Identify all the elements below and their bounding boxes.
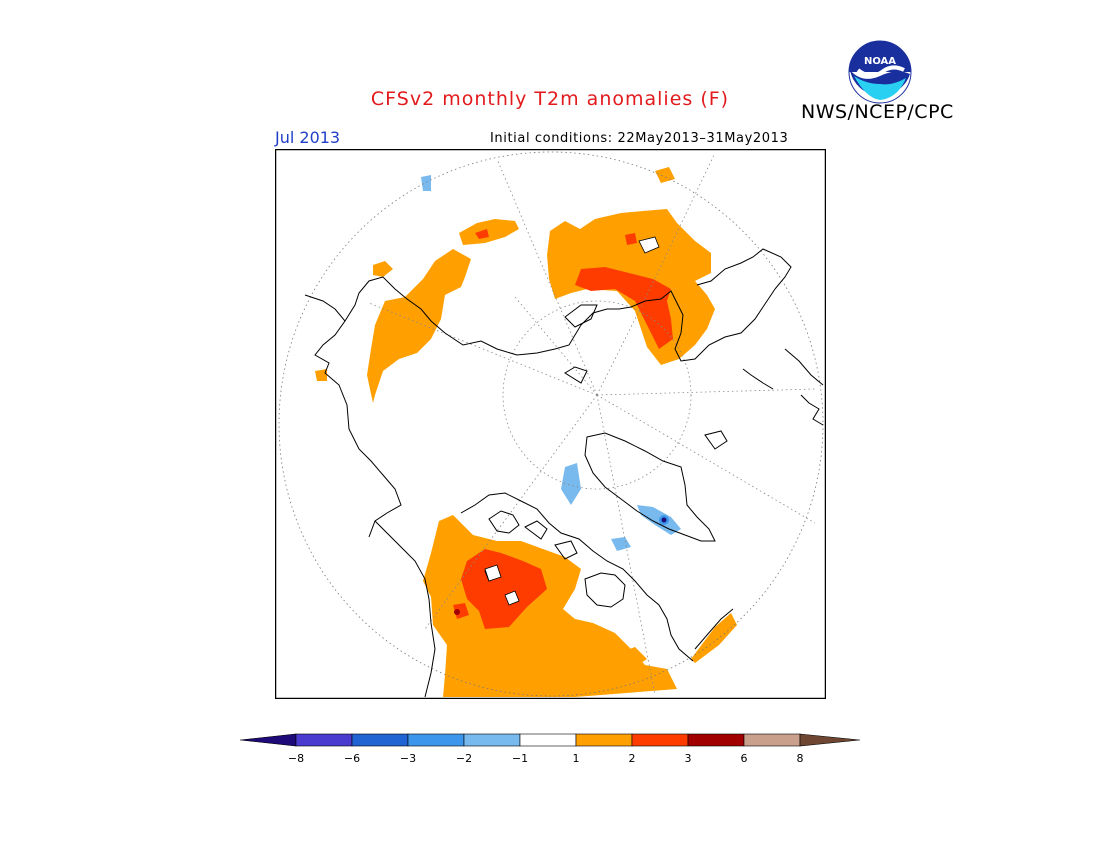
scandinavia-warm-region (459, 219, 519, 245)
legend-swatch-m6-m3 (351, 733, 409, 747)
legend-tick-label: −2 (455, 752, 473, 765)
legend-arrow-high (799, 733, 861, 747)
atlantic-warm-region (691, 613, 737, 663)
scandinavia-hot-spot (475, 229, 489, 239)
legend-tick-label: 2 (628, 752, 636, 765)
color-legend (239, 733, 861, 747)
legend-tick-label: −3 (399, 752, 417, 765)
siberia-hot-region (575, 267, 673, 349)
legend-tick-label: 3 (684, 752, 692, 765)
legend-swatch-m2-m1 (463, 733, 521, 747)
hudson-bay-coastline (584, 572, 626, 608)
legend-swatch-3-6 (687, 733, 745, 747)
arctic-islands-coastline (488, 510, 520, 534)
coastlines (304, 248, 824, 698)
legend-tick-label: −1 (511, 752, 529, 765)
legend-tick-label: 6 (740, 752, 748, 765)
east-europe-warm-region (373, 261, 393, 277)
legend-tick-label: −8 (287, 752, 305, 765)
noaa-logo: NOAA (848, 40, 912, 104)
great-bear-lake (484, 564, 502, 582)
canada-hot-region (461, 549, 547, 629)
legend-tick-label: 1 (572, 752, 580, 765)
eurasia-coastline (304, 294, 402, 538)
scandinavia-coastline (344, 276, 556, 356)
europe-warm-region (367, 249, 471, 403)
bering-coastline (784, 348, 824, 386)
canada-arctic-coastline (460, 492, 694, 662)
great-slave-lake (504, 590, 520, 606)
anomaly-2-to-3-regions (453, 229, 673, 629)
legend-swatch-1-2 (575, 733, 633, 747)
noaa-logo-text: NOAA (864, 56, 896, 67)
legend-swatch-2-3 (631, 733, 689, 747)
anomaly-3-to-6-regions (454, 609, 460, 615)
legend-arrow-low (239, 733, 297, 747)
arctic-islands-coastline-3 (554, 540, 578, 560)
latitude-circle (502, 300, 692, 490)
canada-very-hot-spot (454, 609, 460, 615)
siberia-north-coastline (554, 288, 776, 362)
svalbard-coastline (564, 366, 588, 384)
hemisphere-boundary (278, 151, 824, 697)
siberia-hot-spot (625, 233, 637, 245)
greenland-coastline (584, 432, 716, 542)
map-title: CFSv2 monthly T2m anomalies (F) (370, 88, 730, 110)
arctic-islands-coastline-2 (524, 520, 548, 540)
legend-swatch-6-8 (743, 733, 801, 747)
legend-tick-label: −6 (343, 752, 361, 765)
atlantic-cool-spot (421, 175, 431, 191)
legend-swatch-m8-m6 (295, 733, 353, 747)
polar-anomaly-map (275, 149, 826, 699)
east-coastline (694, 608, 734, 650)
alaska-coastline (800, 394, 824, 426)
initial-conditions: Initial conditions: 22May2013–31May2013 (490, 131, 789, 146)
west-north-america-coastline (374, 520, 436, 698)
iberia-warm-region (315, 369, 327, 381)
agency-label: NWS/NCEP/CPC (801, 101, 954, 123)
greenland-cold-center (661, 517, 667, 523)
lakes (484, 236, 660, 606)
aleutian-coastline (742, 368, 774, 390)
novaya-zemlya-coastline (564, 304, 598, 328)
legend-swatch-m1-1 (519, 733, 577, 747)
legend-tick-label: 8 (796, 752, 804, 765)
baikal-lake (638, 236, 660, 254)
lake-region-warm (619, 647, 647, 667)
hudson-cool-region (611, 537, 631, 551)
legend-swatch-m3-m2 (407, 733, 465, 747)
iceland-coastline (704, 430, 728, 450)
graticule (368, 152, 816, 696)
negative-anomaly-regions (421, 175, 681, 551)
valid-month: Jul 2013 (275, 128, 341, 147)
greenland-cool-region-2 (561, 463, 581, 505)
kamchatka-coastline (696, 248, 792, 290)
